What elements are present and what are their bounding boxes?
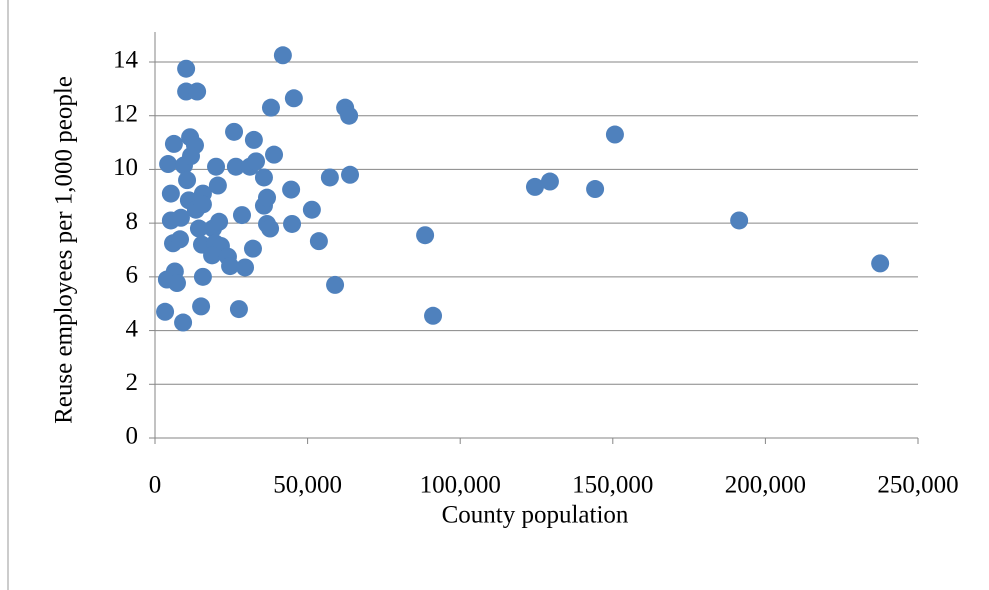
point [232, 206, 251, 225]
point [159, 155, 178, 174]
point [208, 176, 227, 195]
point [540, 172, 559, 191]
point [225, 122, 244, 141]
x-tick-label: 250,000 [877, 472, 958, 499]
point [171, 208, 190, 227]
point [341, 165, 360, 184]
point [730, 211, 749, 230]
point [282, 180, 301, 199]
point [261, 219, 280, 238]
point [210, 212, 229, 231]
y-tick-label: 14 [113, 47, 139, 74]
y-tick-label: 10 [113, 154, 138, 181]
point [193, 267, 212, 286]
x-axis-title: County population [442, 502, 629, 529]
point [605, 125, 624, 144]
point [203, 246, 222, 265]
y-tick-label: 0 [126, 423, 139, 450]
point [586, 180, 605, 199]
y-tick-label: 6 [126, 262, 139, 289]
y-tick-label: 8 [126, 208, 139, 235]
y-axis-title: Reuse employees per 1,000 people [51, 76, 78, 424]
point [424, 306, 443, 325]
point [326, 275, 345, 294]
point [207, 157, 226, 176]
point [164, 134, 183, 153]
point [174, 313, 193, 332]
point [243, 239, 262, 258]
point [171, 230, 190, 249]
point [193, 195, 212, 214]
x-tick-label: 0 [149, 472, 162, 499]
x-tick-label: 200,000 [725, 472, 806, 499]
point [244, 130, 263, 149]
point [258, 188, 277, 207]
point [226, 157, 245, 176]
point [302, 200, 321, 219]
y-tick-label: 12 [113, 100, 138, 127]
point [283, 214, 302, 233]
x-tick-label: 50,000 [273, 472, 342, 499]
point [221, 257, 240, 276]
point [192, 297, 211, 316]
y-tick-label: 2 [126, 369, 139, 396]
x-tick-label: 100,000 [420, 472, 501, 499]
point [236, 258, 255, 277]
point [525, 177, 544, 196]
point [229, 300, 248, 319]
y-tick-label: 4 [126, 315, 139, 342]
point [254, 168, 273, 187]
point [871, 254, 890, 273]
point [188, 82, 207, 101]
point [340, 106, 359, 125]
point [247, 152, 266, 171]
x-tick-label: 150,000 [572, 472, 653, 499]
point [161, 184, 180, 203]
chart-frame [7, 0, 9, 590]
point [265, 145, 284, 164]
point [167, 274, 186, 293]
point [309, 232, 328, 251]
point [189, 219, 208, 238]
point [416, 226, 435, 245]
point [320, 168, 339, 187]
point [177, 59, 196, 78]
point [182, 147, 201, 165]
point [273, 46, 292, 65]
point [156, 302, 175, 321]
point [284, 89, 303, 108]
point [178, 171, 197, 190]
point [261, 98, 280, 117]
